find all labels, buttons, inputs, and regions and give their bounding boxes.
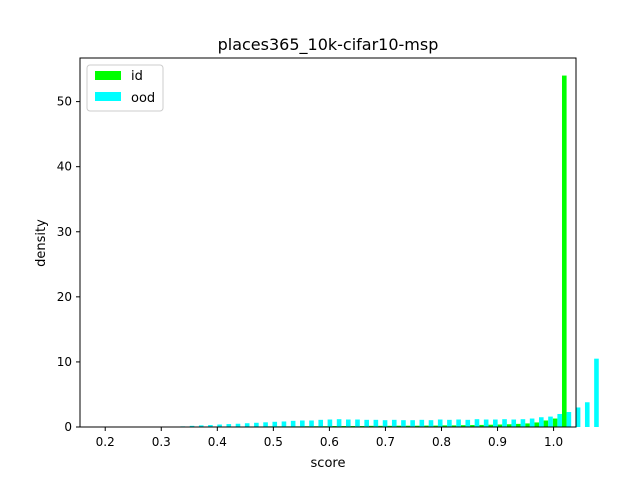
bar-ood-33 [410,420,415,427]
x-tick-label: 0.7 [376,435,395,449]
bar-id-42 [488,424,494,427]
bar-ood-41 [483,419,489,427]
y-tick-label: 10 [57,355,72,369]
bar-id-43 [497,424,503,427]
bar-id-31 [387,425,392,427]
bar-ood-36 [437,419,443,427]
y-tick-label: 20 [57,290,72,304]
bar-ood-25 [336,419,342,427]
y-tick-label: 50 [57,95,72,109]
bar-ood-21 [300,420,305,427]
bar-ood-37 [447,419,452,427]
bar-ood-46 [529,418,535,427]
bar-id-41 [479,424,484,427]
legend: id ood [86,64,164,112]
bar-ood-18 [272,421,278,427]
x-tick-label: 0.6 [320,435,339,449]
bar-ood-50 [566,412,572,427]
bar-ood-34 [419,419,425,427]
bar-ood-52 [584,402,590,427]
y-tick-label: 30 [57,225,72,239]
y-tick-label: 40 [57,160,72,174]
bar-id-29 [368,425,374,427]
bar-id-46 [525,423,530,427]
bar-ood-24 [327,419,333,427]
bar-ood-15 [244,423,250,427]
bar-id-37 [442,425,448,427]
x-tick-label: 0.8 [432,435,451,449]
bar-ood-30 [382,420,388,427]
bar-ood-51 [575,407,581,427]
bar-ood-13 [226,424,232,427]
x-tick-label: 0.9 [488,435,507,449]
bar-ood-35 [428,420,434,427]
x-axis-label: score [311,456,346,471]
bar-ood-19 [281,421,287,427]
bar-ood-40 [474,419,480,427]
bar-ood-20 [290,420,296,427]
plot-frame [79,57,577,428]
bar-id-30 [378,425,383,427]
bar-id-44 [506,424,512,427]
bar-ood-12 [217,424,222,427]
series-ood-bars [171,358,599,428]
legend-label-ood: ood [131,91,155,106]
x-tick-label: 0.5 [264,435,283,449]
bar-ood-49 [557,413,562,427]
bar-ood-53 [594,358,599,427]
x-tick-label: 0.3 [152,435,171,449]
bar-ood-27 [355,419,360,427]
bar-id-33 [405,425,411,427]
bar-ood-32 [401,420,406,427]
bar-ood-11 [208,425,213,427]
bar-ood-26 [345,419,351,427]
bar-id-38 [451,425,457,427]
bar-ood-42 [493,419,498,427]
x-tick-label: 0.2 [96,435,115,449]
bar-ood-31 [391,419,397,427]
bar-id-45 [516,423,521,427]
bar-id-40 [470,425,475,427]
bar-ood-16 [254,422,259,427]
bar-ood-47 [539,417,544,427]
bar-ood-45 [520,419,526,427]
bar-ood-29 [373,419,379,427]
x-tick-label: 0.4 [208,435,227,449]
bar-ood-38 [456,419,461,427]
bar-id-48 [543,420,549,427]
bar-id-50 [561,75,567,427]
bar-ood-28 [364,419,369,427]
bar-ood-48 [548,416,553,427]
bar-ood-43 [502,419,507,427]
bar-id-39 [460,425,466,427]
bar-ood-44 [511,419,517,427]
bar-ood-23 [318,419,324,427]
bar-id-47 [534,422,540,427]
bar-ood-39 [465,419,471,427]
bar-ood-9 [189,425,195,427]
y-tick-label: 0 [64,420,72,434]
legend-swatch-id [95,71,121,80]
legend-label-id: id [131,69,143,84]
bar-ood-10 [198,425,204,427]
bar-ood-17 [263,422,268,427]
y-axis-label: density [34,219,49,267]
x-tick-label: 1.0 [544,435,563,449]
legend-swatch-ood [95,92,121,101]
bar-id-34 [414,425,420,427]
bar-ood-22 [309,420,314,427]
y-axis-ticks: 0 10 20 30 40 50 [57,95,80,434]
chart-title: places365_10k-cifar10-msp [218,35,439,55]
bar-id-32 [396,425,402,427]
bar-id-49 [552,418,558,427]
bar-ood-14 [235,423,241,427]
bar-id-36 [433,425,438,427]
x-axis-ticks: 0.2 0.3 0.4 0.5 0.6 0.7 0.8 0.9 1.0 [96,427,563,449]
bar-id-35 [424,425,429,427]
